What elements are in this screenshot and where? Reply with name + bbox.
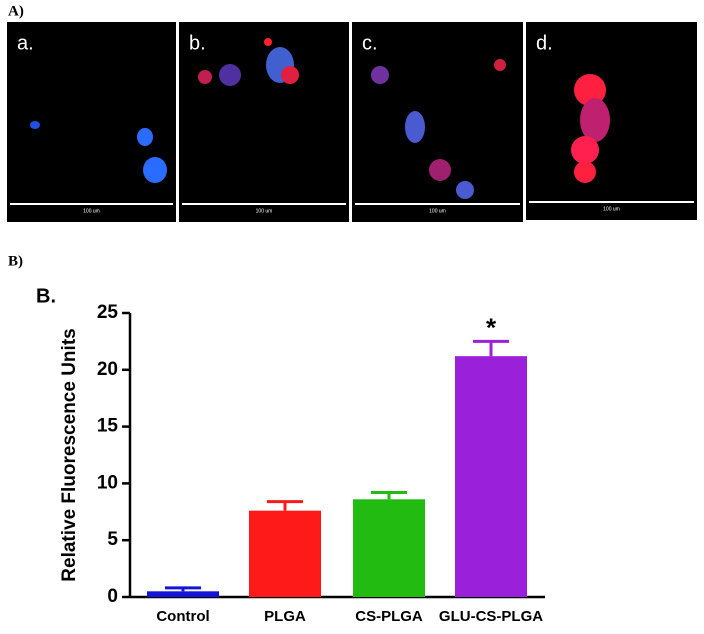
y-tick-label: 5 [107,529,118,550]
cell [574,161,596,183]
cell [281,66,299,84]
image-panel [179,22,349,222]
micrographs [7,22,697,222]
panel-label: A) [8,3,24,19]
x-tick-label: CS-PLGA [355,608,423,625]
x-tick-label: Control [156,608,209,625]
cell [30,121,40,129]
y-tick-label: 20 [97,359,118,380]
y-tick-label: 0 [107,586,118,607]
y-tick-label: 10 [97,472,118,493]
cell [405,111,425,143]
annotation: * [486,312,497,342]
cell [429,159,451,181]
cell [137,128,153,146]
image-label: d. [536,32,553,54]
bar [353,499,425,597]
bar-chart: B. Relative Fluorescence Units [36,285,80,581]
cell [574,74,606,106]
cell [456,181,474,199]
chart-title: B. [36,285,56,307]
cell [143,157,167,183]
scale-bar-label: 100 um [83,208,100,214]
y-axis-label: Relative Fluorescence Units [59,328,80,581]
y-tick-label: 15 [97,416,119,437]
x-tick-label: GLU-CS-PLGA [439,608,543,625]
bar [249,510,321,597]
image-label: a. [17,32,34,54]
cell [371,66,389,84]
scale-bar-label: 100 um [603,206,620,212]
cell [264,38,272,46]
scale-bar-label: 100 um [429,208,446,214]
cell [219,64,241,86]
image-panel [352,22,523,222]
cell [571,136,599,164]
cell [198,70,212,84]
cell [580,98,610,142]
cells [30,38,610,199]
cell [494,59,506,71]
image-label: c. [362,32,378,54]
x-tick-label: PLGA [264,608,306,625]
y-tick-label: 25 [97,302,119,323]
bar [147,591,219,597]
image-panel [526,22,697,220]
scale-bar-label: 100 um [256,208,273,214]
bar [455,356,527,597]
panel-label: B) [8,253,23,269]
image-label: b. [189,32,206,54]
